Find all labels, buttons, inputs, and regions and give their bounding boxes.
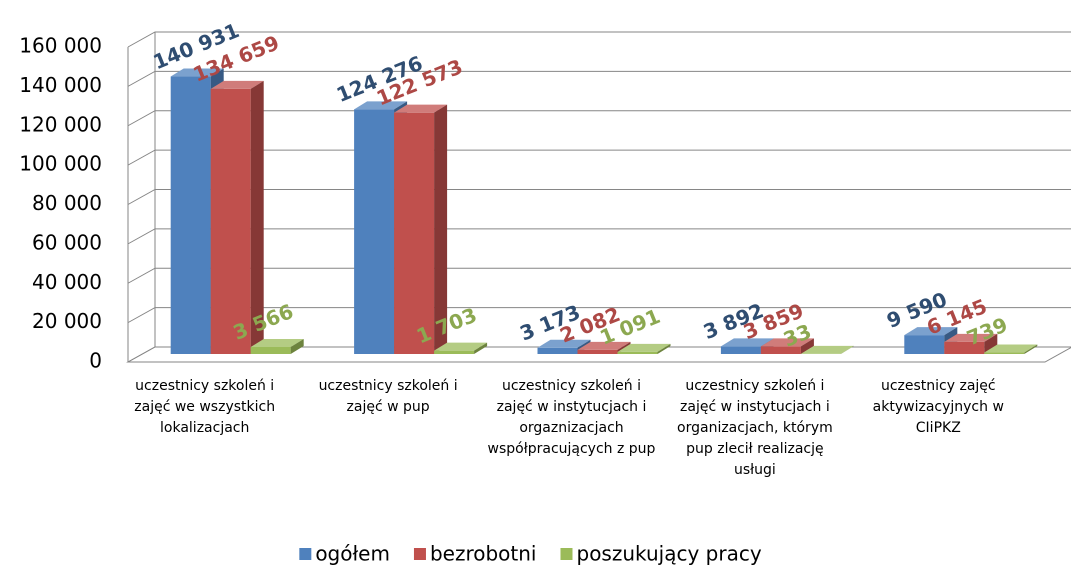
- bar-top: [577, 341, 631, 350]
- bar-front: [617, 351, 658, 354]
- bar: [250, 338, 304, 354]
- legend-label: ogółem: [315, 542, 390, 566]
- bar-side: [290, 338, 304, 354]
- bar-front: [904, 335, 945, 354]
- y-tick-label: 160 000: [19, 34, 102, 58]
- bar-top: [210, 80, 264, 89]
- bar-front: [760, 346, 801, 354]
- legend-swatch: [299, 548, 312, 560]
- x-tick-label: uczestnicy szkoleń i zajęć w pup: [318, 378, 458, 415]
- bar: [760, 338, 814, 354]
- bar-top: [250, 338, 304, 347]
- bar: [394, 104, 448, 354]
- bar-top: [354, 101, 408, 110]
- bar-front: [210, 88, 251, 355]
- grid-line: [127, 110, 1071, 127]
- y-tick-label: 100 000: [19, 152, 102, 176]
- bar-side: [800, 338, 814, 354]
- bar-front: [944, 341, 985, 354]
- bar-side: [1024, 344, 1038, 354]
- bar: [800, 345, 854, 354]
- bar-side: [984, 333, 998, 354]
- bar-top: [537, 339, 591, 348]
- y-tick-label: 80 000: [32, 191, 102, 215]
- bar: [210, 80, 264, 355]
- bar-front: [720, 346, 761, 354]
- legend-swatch: [413, 548, 426, 560]
- bar-side: [657, 343, 671, 354]
- bar-side: [434, 104, 448, 354]
- bar-top: [944, 333, 998, 342]
- bar-top: [394, 104, 448, 113]
- bar: [434, 342, 488, 354]
- bar-front: [577, 349, 618, 354]
- bar-front: [170, 76, 211, 355]
- y-tick-label: 0: [89, 349, 102, 373]
- bar-top: [984, 344, 1038, 353]
- bar-side: [840, 345, 854, 354]
- bar-front: [394, 112, 435, 354]
- x-tick-label: uczestnicy szkoleń i zajęć w instytucjac…: [487, 378, 656, 457]
- bar: [944, 333, 998, 354]
- bar-top: [720, 338, 774, 347]
- legend: ogółem bezrobotni poszukujący pracy: [299, 542, 762, 566]
- grid-line: [127, 228, 1071, 245]
- bar-top: [904, 327, 958, 336]
- grid-line: [127, 189, 1071, 205]
- grid-line: [127, 70, 1071, 87]
- bar-front: [984, 352, 1025, 354]
- legend-label: bezrobotni: [430, 542, 537, 566]
- bar-front: [537, 347, 578, 354]
- y-tick-label: 140 000: [19, 73, 102, 97]
- bar-top: [760, 338, 814, 347]
- grid-line: [127, 31, 1071, 48]
- grid-line: [127, 307, 1071, 324]
- bar-front: [434, 350, 475, 354]
- bar-top: [170, 68, 224, 77]
- x-tick-label: uczestnicy szkoleń i zajęć w instytucjac…: [677, 378, 833, 478]
- bar-side: [250, 80, 264, 355]
- bar-front: [354, 109, 395, 354]
- y-tick-label: 60 000: [32, 230, 102, 254]
- x-tick-label: uczestnicy szkoleń i zajęć we wszystkich…: [134, 378, 276, 436]
- bar-top: [617, 343, 671, 352]
- bar: [984, 344, 1038, 354]
- y-tick-label: 120 000: [19, 112, 102, 136]
- bar-top: [434, 342, 488, 351]
- bar-side: [474, 342, 488, 354]
- grid-line: [127, 267, 1071, 284]
- bar: [617, 343, 671, 354]
- y-tick-label: 20 000: [32, 309, 102, 333]
- legend-label: poszukujący pracy: [576, 542, 761, 566]
- legend-swatch: [560, 548, 573, 560]
- grid-line: [127, 149, 1071, 166]
- x-tick-label: uczestnicy zajęć aktywizacyjnych w CIiPK…: [872, 378, 1004, 436]
- y-tick-label: 40 000: [32, 270, 102, 294]
- bar-front: [250, 346, 291, 354]
- bar-top: [800, 345, 854, 354]
